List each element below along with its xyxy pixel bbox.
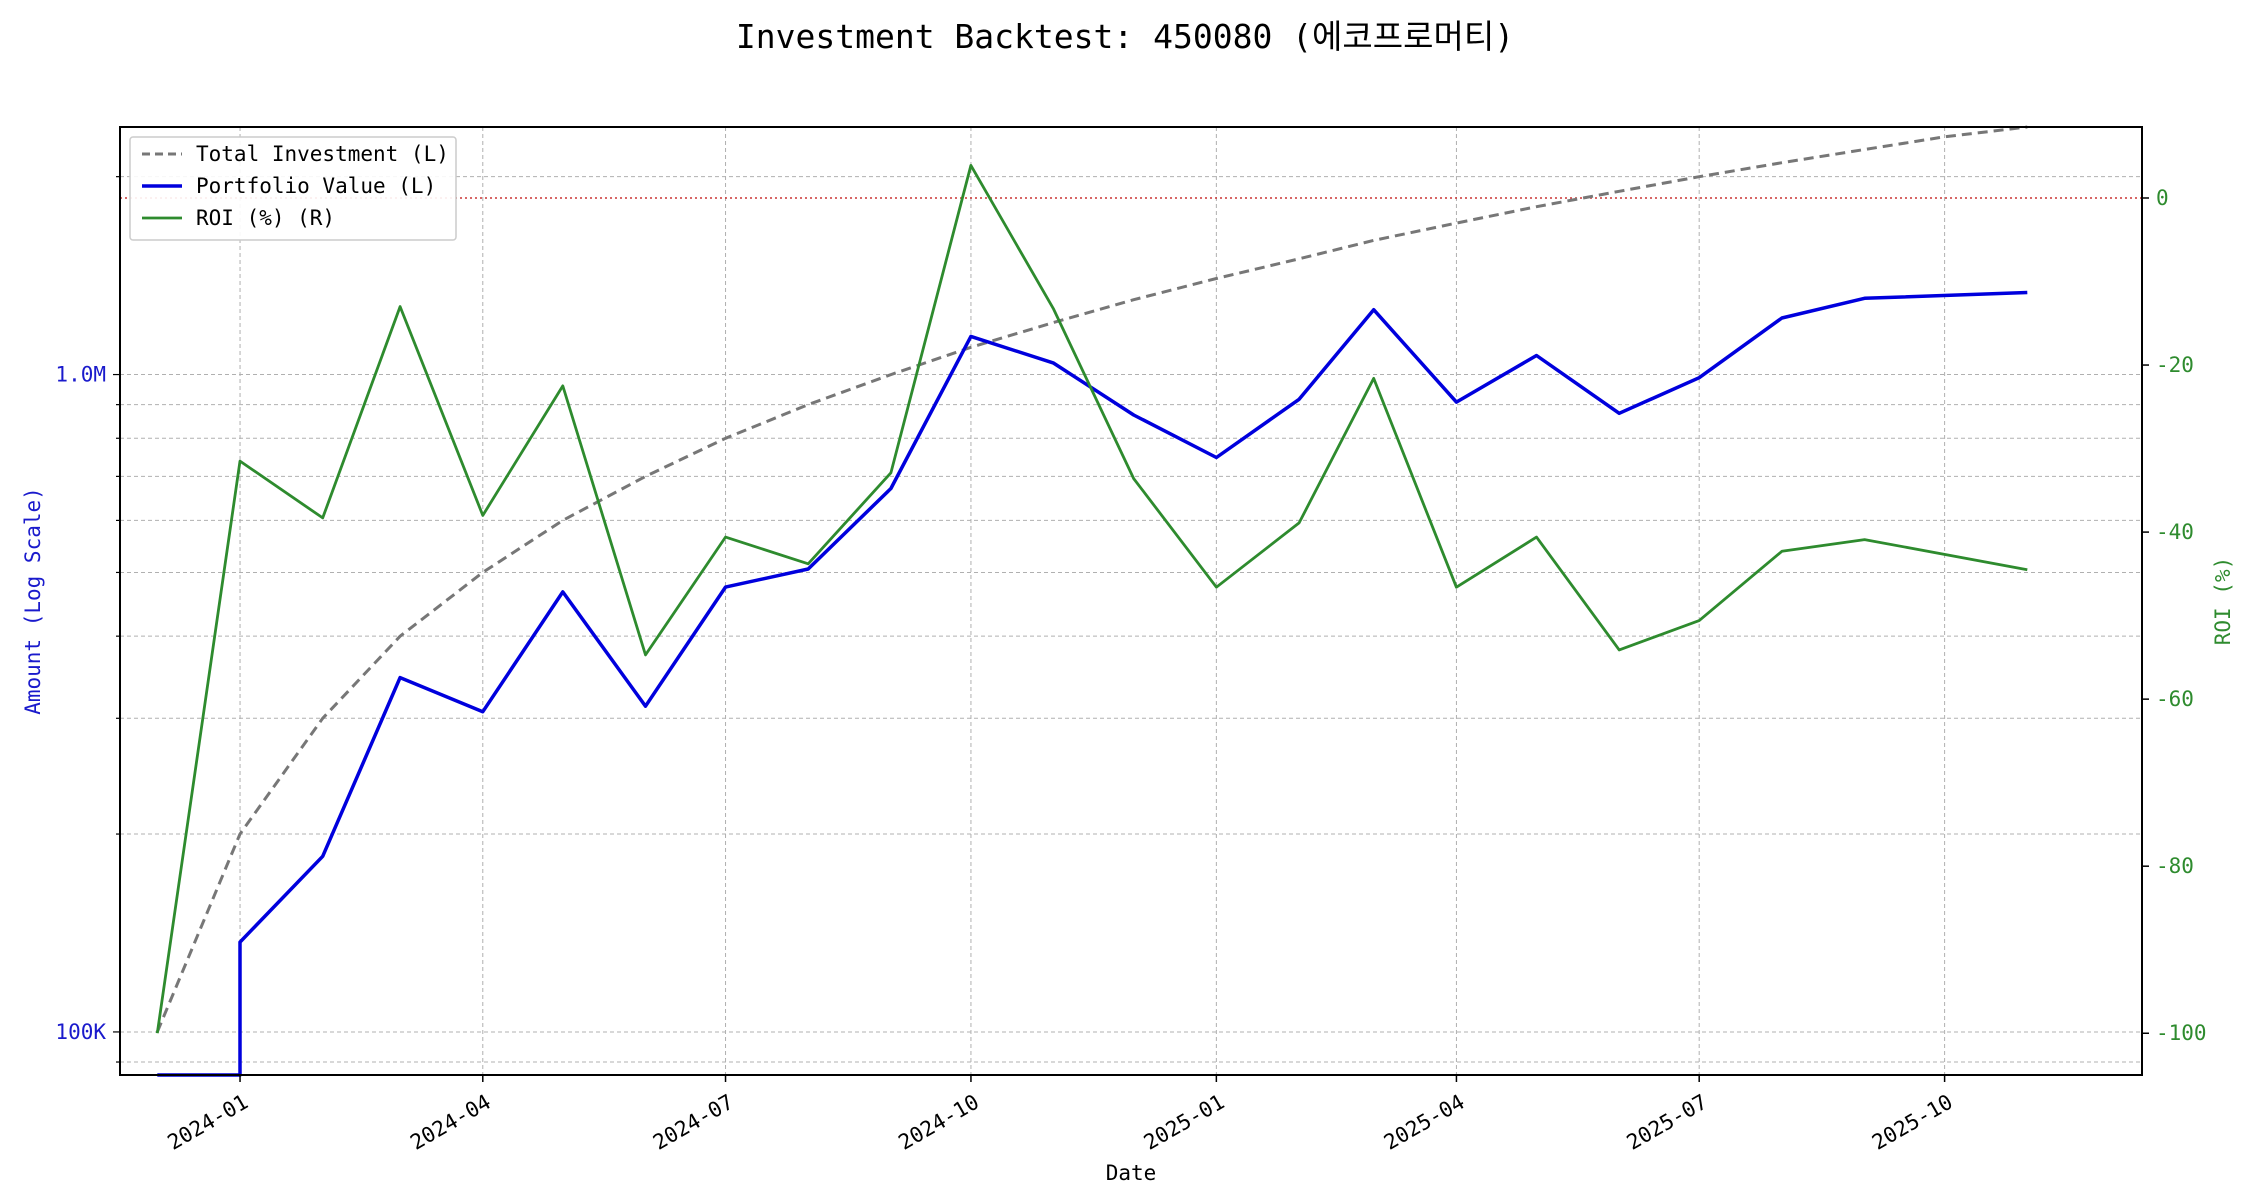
x-tick-label: 2024-04 [406,1090,495,1155]
right-tick-label: 0 [2156,186,2169,210]
chart-title: Investment Backtest: 450080 (에코프로머티) [736,17,1514,56]
legend-label-0: Total Investment (L) [196,142,449,166]
x-tick-label: 2024-07 [649,1090,738,1155]
x-tick-label: 2025-04 [1380,1090,1469,1155]
legend-box [129,136,457,241]
right-tick-label: -60 [2156,687,2194,711]
series-line-0 [155,125,2028,1033]
right-tick-label: -100 [2156,1021,2207,1045]
left-axis-label: Amount (Log Scale) [21,487,45,715]
x-tick-label: 2024-10 [894,1090,983,1155]
right-tick-label: -40 [2156,520,2194,544]
plot-frame [119,126,2143,1076]
right-tick-label: -20 [2156,353,2194,377]
grid-layer [120,127,2142,1075]
legend: Total Investment (L) Portfolio Value (L) R… [129,136,457,241]
left-axis-ticks: 100K 1.0M [55,176,120,1063]
left-tick-label: 100K [55,1020,106,1044]
series-line-2 [155,163,2028,1034]
series-layer [155,125,2028,1077]
x-tick-label: 2024-01 [163,1090,252,1155]
right-axis-label: ROI (%) [2211,557,2235,646]
left-tick-label: 1.0M [55,363,106,387]
x-tick-label: 2025-01 [1140,1090,1229,1155]
x-tick-label: 2025-07 [1623,1090,1712,1155]
x-tick-label: 2025-10 [1868,1090,1957,1155]
right-axis-ticks: 0 -20 -40 -60 -80 -100 [2142,186,2207,1045]
legend-label-1: Portfolio Value (L) [196,174,436,198]
series-line-1 [157,290,2028,1077]
x-axis-label: Date [1106,1161,1157,1185]
legend-label-2: ROI (%) (R) [196,206,335,230]
right-tick-label: -80 [2156,854,2194,878]
x-axis-ticks: 2024-01 2024-04 2024-07 2024-10 2025-01 2025-… [163,1075,1957,1155]
